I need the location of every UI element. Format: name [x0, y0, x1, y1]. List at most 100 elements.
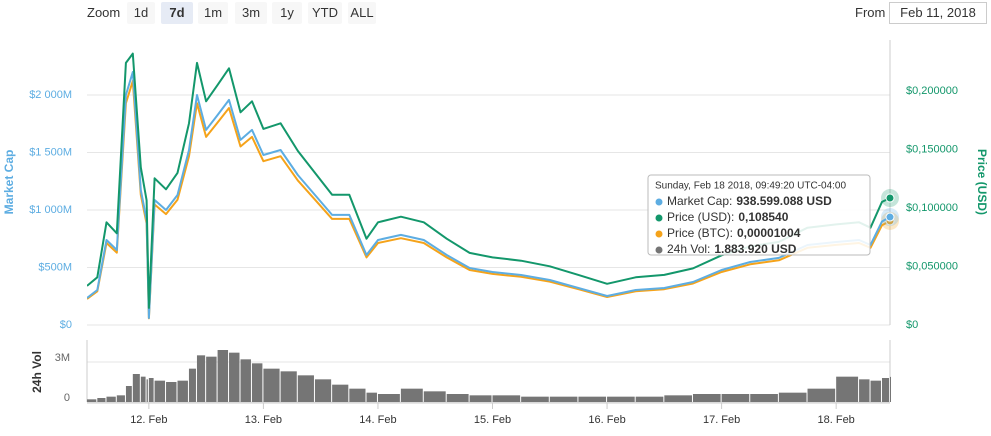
volume-bar: [188, 368, 196, 402]
x-tick-label: 16. Feb: [588, 414, 625, 426]
volume-bar: [166, 382, 177, 402]
volume-bar: [492, 395, 521, 402]
zoom-button[interactable]: 1y: [272, 2, 302, 24]
zoom-button[interactable]: YTD: [308, 2, 342, 24]
tooltip-value: 1.883.920 USD: [714, 242, 796, 256]
y2-tick-label: $0,050000: [906, 260, 958, 272]
vol-tick-label: 0: [64, 392, 70, 404]
y2-tick-label: $0,200000: [906, 85, 958, 97]
tooltip-label: Price (BTC):: [667, 226, 733, 240]
tooltip-box: [647, 174, 871, 256]
tooltip-value: 0,108540: [738, 210, 788, 224]
volume-bar: [807, 388, 836, 402]
volume-bar: [836, 376, 859, 402]
volume-bar: [664, 395, 692, 402]
x-tick-label: 13. Feb: [245, 414, 282, 426]
volume-bar: [521, 396, 549, 402]
x-tick-label: 18. Feb: [818, 414, 855, 426]
from-input[interactable]: Feb 11, 2018: [889, 2, 987, 24]
volume-bar: [97, 398, 106, 402]
end-marker: [885, 193, 895, 203]
volume-bar: [116, 395, 125, 402]
zoom-button[interactable]: 1m: [198, 2, 228, 24]
volume-bar: [229, 352, 240, 402]
volume-bar: [721, 394, 750, 402]
zoom-label: Zoom: [87, 5, 121, 20]
y-tick-label: $2 000M: [29, 89, 72, 101]
volume-bar: [217, 350, 229, 402]
zoom-button[interactable]: 7d: [161, 2, 193, 24]
tooltip-item: 24h Vol: 1.883.920 USD: [667, 242, 797, 256]
volume-bar: [87, 399, 97, 402]
volume-bar: [607, 396, 635, 402]
tooltip-value: 0,00001004: [737, 226, 801, 240]
volume-bar: [177, 380, 188, 402]
volume-bar: [140, 376, 146, 402]
volume-bar: [148, 378, 154, 402]
vol-tick-label: 3M: [55, 352, 70, 364]
volume-bar: [132, 374, 140, 402]
volume-bar: [446, 394, 469, 402]
y2-tick-label: $0: [906, 319, 918, 331]
volume-bar: [870, 380, 881, 402]
volume-bar: [280, 371, 297, 402]
y2-tick-label: $0,100000: [906, 202, 958, 214]
volume-bar: [349, 388, 366, 402]
tooltip-item: Price (BTC): 0,00001004: [667, 226, 801, 240]
y-tick-label: $0: [60, 319, 72, 331]
x-tick-label: 15. Feb: [474, 414, 511, 426]
y-tick-label: $1 500M: [29, 146, 72, 158]
tooltip-item: Price (USD): 0,108540: [667, 210, 789, 224]
y2-tick-label: $0,150000: [906, 143, 958, 155]
zoom-button[interactable]: 3m: [235, 2, 267, 24]
volume-bar: [635, 396, 664, 402]
x-tick-label: 12. Feb: [130, 414, 167, 426]
tooltip-bullet: [655, 230, 663, 238]
tooltip-label: Market Cap:: [667, 194, 732, 208]
from-label: From: [855, 5, 886, 20]
tooltip-label: 24h Vol:: [667, 242, 710, 256]
volume-bar: [297, 375, 314, 402]
zoom-button[interactable]: 1d: [127, 2, 155, 24]
y-tick-label: $1 000M: [29, 204, 72, 216]
volume-bar: [366, 392, 377, 402]
volume-bar: [154, 380, 166, 402]
volume-bar: [263, 368, 280, 402]
volume-bar: [549, 396, 578, 402]
tooltip-bullet: [655, 198, 663, 206]
volume-bar: [423, 391, 446, 402]
tooltip-bullet: [655, 246, 663, 254]
volume-bar: [890, 376, 891, 402]
zoom-button[interactable]: ALL: [348, 2, 376, 24]
volume-bar: [578, 396, 607, 402]
volume-bar: [881, 378, 889, 402]
x-tick-label: 17. Feb: [703, 414, 740, 426]
volume-bar: [240, 359, 251, 402]
vol-axis-title: 24h Vol: [30, 351, 44, 393]
tooltip-item: Market Cap: 938.599.088 USD: [667, 194, 832, 208]
volume-bar: [314, 379, 332, 402]
y-tick-label: $500M: [38, 261, 72, 273]
volume-bar: [778, 392, 807, 402]
volume-bar: [692, 394, 721, 402]
volume-bar: [125, 386, 132, 402]
volume-bar: [251, 363, 263, 402]
volume-bar: [332, 384, 349, 402]
tooltip-label: Price (USD):: [667, 210, 734, 224]
tooltip-value: 938.599.088 USD: [736, 194, 832, 208]
volume-bar: [206, 356, 217, 402]
volume-bar: [400, 388, 423, 402]
volume-bar: [106, 396, 116, 402]
tooltip-title: Sunday, Feb 18 2018, 09:49:20 UTC-04:00: [655, 181, 846, 192]
end-marker: [885, 212, 895, 222]
y2-axis-title: Price (USD): [975, 149, 989, 215]
volume-bar: [859, 379, 870, 402]
y-axis-title: Market Cap: [2, 150, 16, 215]
x-tick-label: 14. Feb: [359, 414, 396, 426]
volume-bar: [469, 395, 492, 402]
volume-bar: [196, 355, 206, 402]
volume-bar: [146, 379, 148, 402]
tooltip-bullet: [655, 214, 663, 222]
